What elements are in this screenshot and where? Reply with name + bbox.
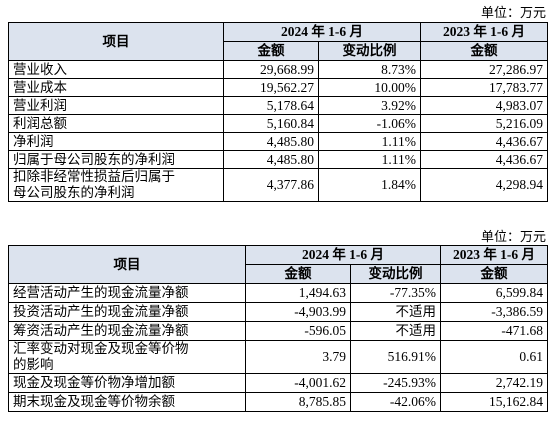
header-row: 项目 2024 年 1-6 月 2023 年 1-6 月 (8, 245, 548, 284)
value-cell: 6,599.84 (440, 283, 548, 303)
value-cell: 4,485.80 (223, 132, 319, 151)
header-cell: 变动比例 (318, 41, 421, 61)
value-cell: 0.61 (440, 340, 548, 374)
value-cell: 4,983.07 (420, 96, 548, 115)
header-row: 项目 2024 年 1-6 月 2023 年 1-6 月 (8, 22, 548, 61)
value-cell: 1.11% (318, 150, 421, 169)
data-row: 期末现金及现金等价物余额 8,785.85 -42.06% 15,162.84 (8, 392, 548, 412)
item-text: 筹资活动产生的现金流量净额 (13, 323, 189, 338)
value-cell: 10.00% (318, 78, 421, 97)
item-cell: 汇率变动对现金及现金等价物的影响 (8, 340, 246, 374)
item-text: 汇率变动对现金及现金等价物的影响 (13, 341, 189, 372)
value-cell: 5,178.64 (223, 96, 319, 115)
unit-label: 单位：万元 (480, 229, 546, 244)
item-cell: 净利润 (8, 132, 224, 151)
item-cell: 归属于母公司股东的净利润 (8, 150, 224, 169)
value-cell: -4,903.99 (245, 302, 351, 322)
item-text: 期末现金及现金等价物余额 (13, 394, 175, 409)
data-row: 筹资活动产生的现金流量净额 -596.05 不适用 -471.68 (8, 321, 548, 341)
value-cell: 17,783.77 (420, 78, 548, 97)
header-cell: 项目 (8, 245, 246, 284)
header-cell: 项目 (8, 22, 224, 61)
item-text: 营业利润 (13, 97, 67, 113)
value-cell: 4,436.67 (420, 150, 548, 169)
value-cell: 4,436.67 (420, 132, 548, 151)
header-cell: 金额 (440, 264, 548, 284)
value-cell: 29,668.99 (223, 60, 319, 79)
value-cell: 4,298.94 (420, 168, 548, 202)
header-row: 金额 变动比例 金额 (9, 264, 548, 284)
item-cell: 扣除非经常性损益后归属于母公司股东的净利润 (8, 168, 224, 202)
value-cell: 4,485.80 (223, 150, 319, 169)
item-cell: 期末现金及现金等价物余额 (8, 392, 246, 412)
value-cell: 19,562.27 (223, 78, 319, 97)
value-cell: -245.93% (350, 373, 441, 393)
value-cell: 1.11% (318, 132, 421, 151)
header-cell: 金额 (245, 264, 351, 284)
value-cell: 15,162.84 (440, 392, 548, 412)
item-cell: 营业收入 (8, 60, 224, 79)
data-row: 归属于母公司股东的净利润 4,485.80 1.11% 4,436.67 (8, 150, 548, 169)
header-cell: 2024 年 1-6 月 (223, 22, 421, 42)
item-text: 营业收入 (13, 61, 67, 77)
data-row: 营业成本 19,562.27 10.00% 17,783.77 (8, 78, 548, 97)
data-row: 扣除非经常性损益后归属于母公司股东的净利润 4,377.86 1.84% 4,298.… (8, 168, 548, 202)
value-cell: -77.35% (350, 283, 441, 303)
value-cell: 不适用 (350, 321, 441, 341)
value-cell: 3.79 (245, 340, 351, 374)
data-row: 投资活动产生的现金流量净额 -4,903.99 不适用 -3,386.59 (8, 302, 548, 322)
value-cell: 5,216.09 (420, 114, 548, 133)
data-row: 汇率变动对现金及现金等价物的影响 3.79 516.91% 0.61 (8, 340, 548, 374)
item-text: 投资活动产生的现金流量净额 (13, 304, 189, 319)
header-row: 金额 变动比例 金额 (9, 41, 548, 61)
value-cell: 1.84% (318, 168, 421, 202)
data-table: 项目 2024 年 1-6 月 2023 年 1-6 月金额 变动比例 金额 营业收入 29… (8, 22, 548, 202)
data-row: 营业收入 29,668.99 8.73% 27,286.97 (8, 60, 548, 79)
item-cell: 营业成本 (8, 78, 224, 97)
item-cell: 营业利润 (8, 96, 224, 115)
header-cell: 金额 (420, 41, 548, 61)
item-cell: 经营活动产生的现金流量净额 (8, 283, 246, 303)
item-text: 扣除非经常性损益后归属于母公司股东的净利润 (13, 169, 175, 200)
header-cell: 变动比例 (350, 264, 441, 284)
value-cell: 4,377.86 (223, 168, 319, 202)
data-row: 净利润 4,485.80 1.11% 4,436.67 (8, 132, 548, 151)
item-cell: 投资活动产生的现金流量净额 (8, 302, 246, 322)
value-cell: -1.06% (318, 114, 421, 133)
value-cell: 8.73% (318, 60, 421, 79)
data-table: 项目 2024 年 1-6 月 2023 年 1-6 月金额 变动比例 金额 经营活动产生… (8, 245, 548, 412)
header-cell: 2024 年 1-6 月 (245, 245, 441, 265)
item-text: 归属于母公司股东的净利润 (13, 151, 175, 167)
value-cell: -42.06% (350, 392, 441, 412)
header-cell: 金额 (223, 41, 319, 61)
item-text: 净利润 (13, 133, 54, 149)
data-row: 现金及现金等价物净增加额 -4,001.62 -245.93% 2,742.19 (8, 373, 548, 393)
value-cell: -471.68 (440, 321, 548, 341)
value-cell: 不适用 (350, 302, 441, 322)
unit-label: 单位：万元 (480, 5, 546, 20)
data-row: 利润总额 5,160.84 -1.06% 5,216.09 (8, 114, 548, 133)
value-cell: 3.92% (318, 96, 421, 115)
value-cell: -4,001.62 (245, 373, 351, 393)
item-cell: 现金及现金等价物净增加额 (8, 373, 246, 393)
value-cell: -596.05 (245, 321, 351, 341)
header-cell: 2023 年 1-6 月 (420, 22, 548, 42)
item-cell: 筹资活动产生的现金流量净额 (8, 321, 246, 341)
value-cell: 5,160.84 (223, 114, 319, 133)
item-cell: 利润总额 (8, 114, 224, 133)
item-text: 经营活动产生的现金流量净额 (13, 285, 189, 300)
data-row: 经营活动产生的现金流量净额 1,494.63 -77.35% 6,599.84 (8, 283, 548, 303)
value-cell: 2,742.19 (440, 373, 548, 393)
value-cell: 516.91% (350, 340, 441, 374)
value-cell: 1,494.63 (245, 283, 351, 303)
header-cell: 2023 年 1-6 月 (440, 245, 548, 265)
value-cell: 27,286.97 (420, 60, 548, 79)
value-cell: 8,785.85 (245, 392, 351, 412)
value-cell: -3,386.59 (440, 302, 548, 322)
data-row: 营业利润 5,178.64 3.92% 4,983.07 (8, 96, 548, 115)
item-text: 营业成本 (13, 79, 67, 95)
item-text: 利润总额 (13, 115, 67, 131)
item-text: 现金及现金等价物净增加额 (13, 375, 175, 390)
